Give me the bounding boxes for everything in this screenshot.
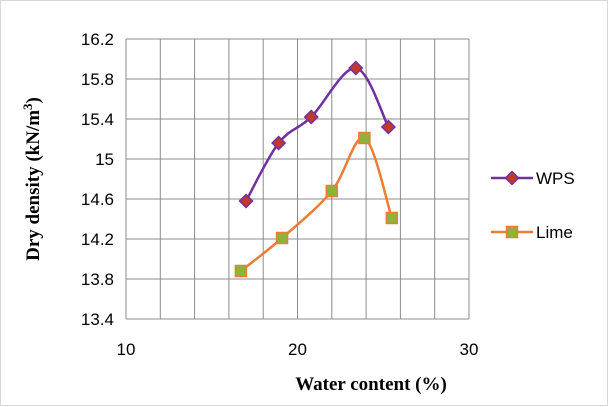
- y-tick-label: 13.4: [81, 310, 114, 329]
- data-point-wps: [348, 60, 364, 76]
- x-ticks: 10 20 30: [117, 340, 479, 359]
- y-tick-label: 15.8: [81, 70, 114, 89]
- data-point-wps: [238, 193, 254, 209]
- y-axis-title-main: Dry density (kN/m: [23, 110, 44, 261]
- x-axis-title: Water content (%): [295, 374, 447, 395]
- legend-marker-wps: [504, 170, 520, 186]
- y-axis-title: Dry density (kN/m3): [20, 97, 45, 261]
- legend-marker-lime: [505, 225, 519, 239]
- series-lime: [234, 131, 399, 278]
- legend-label-wps: WPS: [536, 169, 575, 188]
- series: [234, 60, 399, 278]
- data-point-lime: [234, 264, 248, 278]
- x-tick-label: 30: [460, 340, 479, 359]
- legend-label-lime: Lime: [536, 223, 573, 242]
- grid: [125, 38, 470, 320]
- y-axis-title-close: ): [23, 97, 44, 103]
- y-tick-label: 13.8: [81, 270, 114, 289]
- y-tick-label: 14.6: [81, 190, 114, 209]
- x-tick-label: 10: [117, 340, 136, 359]
- data-point-wps: [303, 109, 319, 125]
- series-wps: [238, 60, 396, 209]
- data-point-lime: [358, 131, 371, 145]
- y-tick-label: 14.2: [81, 230, 114, 249]
- data-point-wps: [271, 135, 287, 151]
- legend: WPS Lime: [491, 169, 575, 242]
- data-point-lime: [325, 184, 339, 198]
- data-point-wps: [380, 119, 396, 135]
- y-ticks: 13.4 13.8 14.2 14.6 15 15.4 15.8 16.2: [81, 30, 114, 329]
- y-axis-title-sup: 3: [20, 103, 35, 110]
- data-point-lime: [385, 211, 399, 225]
- data-point-lime: [275, 231, 289, 245]
- y-tick-label: 15: [95, 150, 114, 169]
- y-tick-label: 15.4: [81, 110, 114, 129]
- y-tick-label: 16.2: [81, 30, 114, 49]
- x-tick-label: 20: [288, 340, 307, 359]
